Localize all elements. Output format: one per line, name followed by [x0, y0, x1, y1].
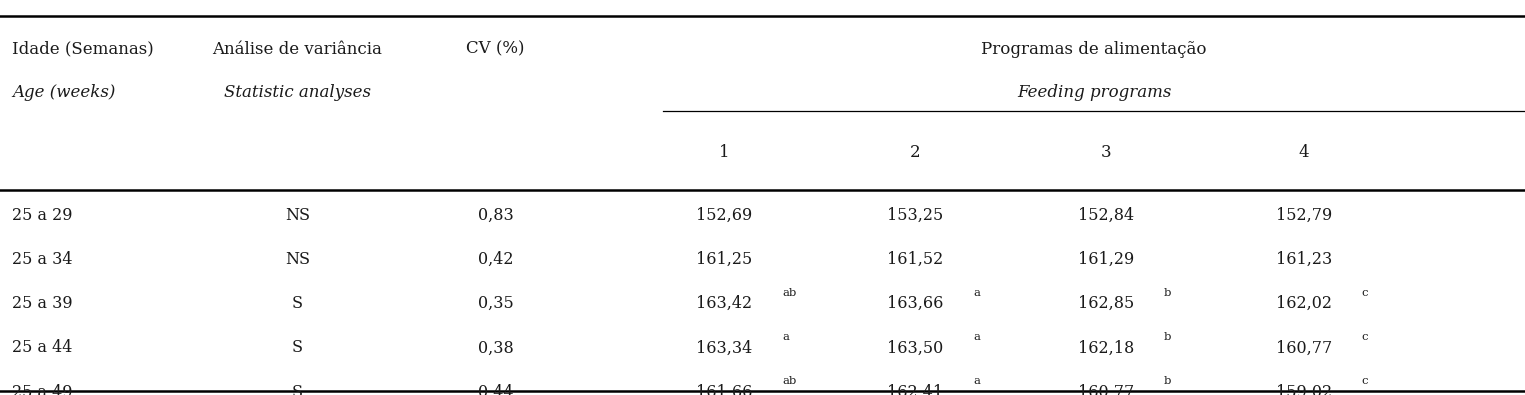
- Text: Programas de alimentação: Programas de alimentação: [982, 41, 1206, 58]
- Text: 163,42: 163,42: [697, 295, 752, 312]
- Text: ab: ab: [782, 376, 796, 386]
- Text: a: a: [973, 332, 981, 342]
- Text: 0,35: 0,35: [477, 295, 514, 312]
- Text: ab: ab: [782, 288, 796, 298]
- Text: 160,77: 160,77: [1078, 384, 1133, 395]
- Text: 161,23: 161,23: [1276, 251, 1331, 268]
- Text: 25 a 39: 25 a 39: [12, 295, 73, 312]
- Text: b: b: [1164, 332, 1171, 342]
- Text: 162,18: 162,18: [1078, 339, 1133, 357]
- Text: 3: 3: [1101, 143, 1110, 161]
- Text: a: a: [973, 288, 981, 298]
- Text: 163,66: 163,66: [888, 295, 942, 312]
- Text: Análise de variância: Análise de variância: [212, 41, 383, 58]
- Text: c: c: [1362, 376, 1368, 386]
- Text: 162,02: 162,02: [1276, 295, 1331, 312]
- Text: 4: 4: [1299, 143, 1308, 161]
- Text: 162,85: 162,85: [1078, 295, 1133, 312]
- Text: 1: 1: [720, 143, 729, 161]
- Text: 163,34: 163,34: [697, 339, 752, 357]
- Text: 25 a 49: 25 a 49: [12, 384, 73, 395]
- Text: 159,02: 159,02: [1276, 384, 1331, 395]
- Text: Age (weeks): Age (weeks): [12, 84, 116, 102]
- Text: c: c: [1362, 288, 1368, 298]
- Text: b: b: [1164, 376, 1171, 386]
- Text: 2: 2: [910, 143, 920, 161]
- Text: 0,42: 0,42: [477, 251, 514, 268]
- Text: S: S: [291, 295, 303, 312]
- Text: 153,25: 153,25: [888, 207, 942, 224]
- Text: 161,25: 161,25: [697, 251, 752, 268]
- Text: 152,84: 152,84: [1078, 207, 1133, 224]
- Text: 162,41: 162,41: [888, 384, 942, 395]
- Text: a: a: [782, 332, 790, 342]
- Text: 0,83: 0,83: [477, 207, 514, 224]
- Text: CV (%): CV (%): [467, 41, 525, 58]
- Text: 161,52: 161,52: [888, 251, 942, 268]
- Text: 161,66: 161,66: [697, 384, 752, 395]
- Text: NS: NS: [285, 251, 310, 268]
- Text: 152,69: 152,69: [697, 207, 752, 224]
- Text: Statistic analyses: Statistic analyses: [224, 84, 371, 102]
- Text: 25 a 44: 25 a 44: [12, 339, 73, 357]
- Text: Idade (Semanas): Idade (Semanas): [12, 41, 154, 58]
- Text: b: b: [1164, 288, 1171, 298]
- Text: c: c: [1362, 332, 1368, 342]
- Text: 160,77: 160,77: [1276, 339, 1331, 357]
- Text: 25 a 34: 25 a 34: [12, 251, 73, 268]
- Text: 0,38: 0,38: [477, 339, 514, 357]
- Text: NS: NS: [285, 207, 310, 224]
- Text: 152,79: 152,79: [1276, 207, 1331, 224]
- Text: S: S: [291, 339, 303, 357]
- Text: 161,29: 161,29: [1078, 251, 1133, 268]
- Text: 0,44: 0,44: [477, 384, 514, 395]
- Text: 25 a 29: 25 a 29: [12, 207, 73, 224]
- Text: a: a: [973, 376, 981, 386]
- Text: Feeding programs: Feeding programs: [1017, 84, 1171, 102]
- Text: S: S: [291, 384, 303, 395]
- Text: 163,50: 163,50: [888, 339, 942, 357]
